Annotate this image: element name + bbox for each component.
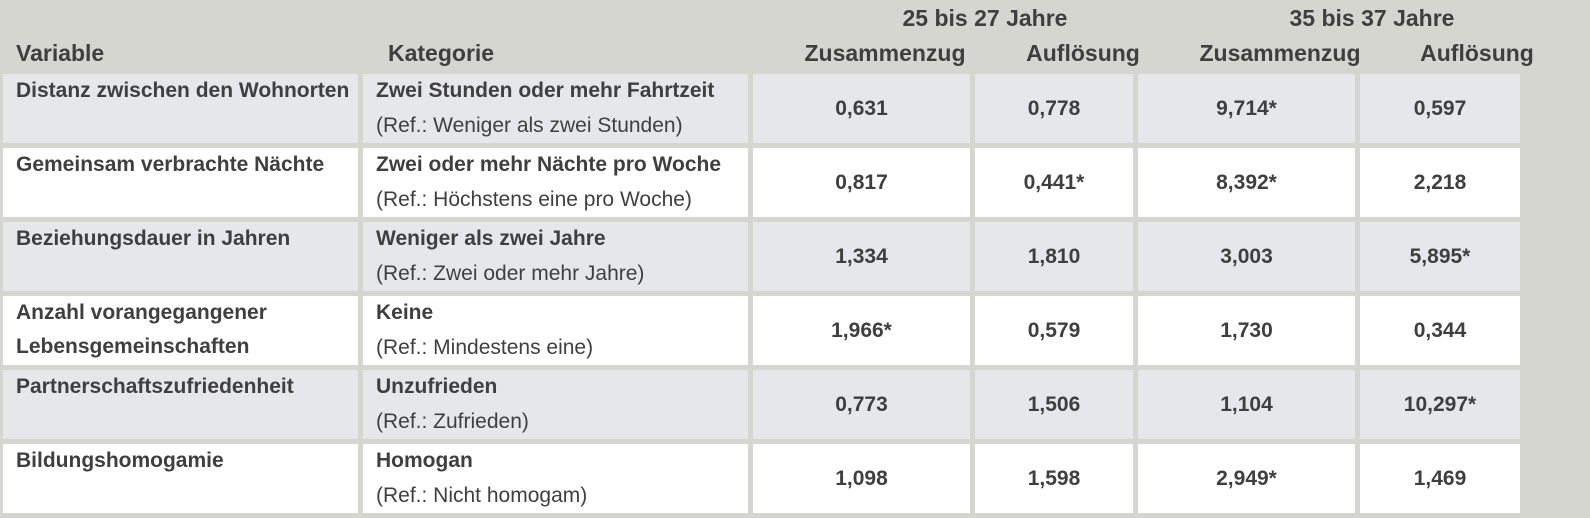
value-aufloesung-25-27: 1,506 (975, 370, 1138, 444)
results-table: Distanz zwischen den Wohnorten Zwei Stund… (3, 74, 1520, 518)
table-row: Partnerschaftszufriedenheit Unzufrieden (R… (3, 370, 1520, 444)
table-row: Distanz zwischen den Wohnorten Zwei Stund… (3, 74, 1520, 148)
value-aufloesung-25-27: 1,810 (975, 222, 1138, 296)
value-aufloesung-35-37: 1,469 (1360, 444, 1520, 518)
value-zusammenzug-35-37: 8,392* (1138, 148, 1360, 222)
value-aufloesung-25-27: 1,598 (975, 444, 1138, 518)
value-aufloesung-35-37: 10,297* (1360, 370, 1520, 444)
variable-cell: Distanz zwischen den Wohnorten (3, 74, 363, 148)
variable-label-line2: Lebensgemeinschaften (16, 335, 250, 358)
kategorie-label: Weniger als zwei Jahre (376, 227, 606, 250)
kategorie-cell: Zwei Stunden oder mehr Fahrtzeit (Ref.: W… (363, 74, 753, 148)
value-aufloesung-35-37: 0,597 (1360, 74, 1520, 148)
value-zusammenzug-25-27: 0,773 (753, 370, 975, 444)
kategorie-cell: Homogan (Ref.: Nicht homogam) (363, 444, 753, 518)
column-header-variable: Variable (16, 40, 105, 66)
variable-label: Anzahl vorangegangener (16, 301, 267, 324)
group-header-35-37: 35 bis 37 Jahre (1289, 5, 1455, 31)
reference-label: (Ref.: Höchstens eine pro Woche) (376, 188, 692, 211)
reference-label: (Ref.: Zufrieden) (376, 410, 529, 433)
kategorie-label: Keine (376, 301, 434, 324)
column-header-zusammenzug-2: Zusammenzug (1199, 40, 1361, 66)
value-zusammenzug-25-27: 0,631 (753, 74, 975, 148)
table-body: Distanz zwischen den Wohnorten Zwei Stund… (3, 74, 1520, 518)
value-aufloesung-35-37: 0,344 (1360, 296, 1520, 370)
column-header-aufloesung-1: Auflösung (1026, 40, 1140, 66)
value-aufloesung-25-27: 0,441* (975, 148, 1138, 222)
kategorie-cell: Keine (Ref.: Mindestens eine) (363, 296, 753, 370)
reference-label: (Ref.: Weniger als zwei Stunden) (376, 114, 683, 137)
value-zusammenzug-35-37: 1,730 (1138, 296, 1360, 370)
table-row: Bildungshomogamie Homogan (Ref.: Nicht hom… (3, 444, 1520, 518)
value-zusammenzug-35-37: 9,714* (1138, 74, 1360, 148)
variable-label: Beziehungsdauer in Jahren (16, 227, 291, 250)
value-aufloesung-35-37: 2,218 (1360, 148, 1520, 222)
variable-label: Partnerschaftszufriedenheit (16, 375, 294, 398)
value-aufloesung-35-37: 5,895* (1360, 222, 1520, 296)
table-row: Anzahl vorangegangener Lebensgemeinschaft… (3, 296, 1520, 370)
variable-cell: Beziehungsdauer in Jahren (3, 222, 363, 296)
variable-label: Gemeinsam verbrachte Nächte (16, 153, 325, 176)
table-row: Gemeinsam verbrachte Nächte Zwei oder meh… (3, 148, 1520, 222)
kategorie-label: Homogan (376, 449, 473, 472)
reference-label: (Ref.: Nicht homogam) (376, 484, 588, 507)
variable-cell: Bildungshomogamie (3, 444, 363, 518)
value-zusammenzug-25-27: 1,966* (753, 296, 975, 370)
variable-label: Bildungshomogamie (16, 449, 224, 472)
value-aufloesung-25-27: 0,778 (975, 74, 1138, 148)
table-row: Beziehungsdauer in Jahren Weniger als zwe… (3, 222, 1520, 296)
group-header-25-27: 25 bis 27 Jahre (902, 5, 1068, 31)
reference-label: (Ref.: Mindestens eine) (376, 336, 594, 359)
kategorie-label: Unzufrieden (376, 375, 498, 398)
value-zusammenzug-25-27: 1,098 (753, 444, 975, 518)
kategorie-cell: Unzufrieden (Ref.: Zufrieden) (363, 370, 753, 444)
value-zusammenzug-35-37: 2,949* (1138, 444, 1360, 518)
value-aufloesung-25-27: 0,579 (975, 296, 1138, 370)
value-zusammenzug-25-27: 1,334 (753, 222, 975, 296)
variable-cell: Partnerschaftszufriedenheit (3, 370, 363, 444)
variable-cell: Gemeinsam verbrachte Nächte (3, 148, 363, 222)
value-zusammenzug-25-27: 0,817 (753, 148, 975, 222)
value-zusammenzug-35-37: 3,003 (1138, 222, 1360, 296)
variable-cell: Anzahl vorangegangener Lebensgemeinschaft… (3, 296, 363, 370)
kategorie-label: Zwei oder mehr Nächte pro Woche (376, 153, 722, 176)
column-header-kategorie: Kategorie (388, 40, 495, 66)
kategorie-cell: Zwei oder mehr Nächte pro Woche (Ref.: Hö… (363, 148, 753, 222)
kategorie-cell: Weniger als zwei Jahre (Ref.: Zwei oder m… (363, 222, 753, 296)
column-header-aufloesung-2: Auflösung (1420, 40, 1534, 66)
kategorie-label: Zwei Stunden oder mehr Fahrtzeit (376, 79, 715, 102)
value-zusammenzug-35-37: 1,104 (1138, 370, 1360, 444)
reference-label: (Ref.: Zwei oder mehr Jahre) (376, 262, 645, 285)
variable-label: Distanz zwischen den Wohnorten (16, 79, 350, 102)
column-header-zusammenzug-1: Zusammenzug (804, 40, 966, 66)
